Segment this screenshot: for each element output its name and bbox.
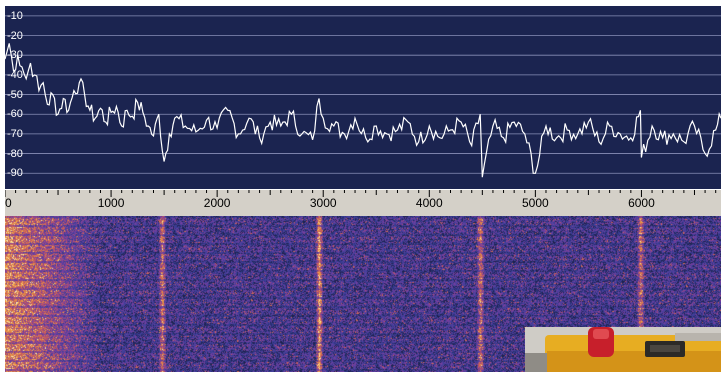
frequency-ruler-svg (5, 190, 717, 197)
spectrum-trace (5, 43, 721, 178)
y-tick-label: -10 (7, 9, 23, 22)
frequency-tick-label: 5000 (522, 196, 549, 210)
y-tick-label: -80 (7, 147, 23, 160)
frequency-tick-label: 6000 (628, 196, 655, 210)
spectrum-svg (5, 15, 721, 178)
window-left-edge (0, 0, 5, 372)
y-tick-label: -20 (7, 29, 23, 42)
y-tick-label: -30 (7, 49, 23, 62)
spectrum-plot[interactable]: -10 -20 -30 -40 -50 -60 -70 -80 -90 (5, 6, 721, 189)
y-tick-label: -40 (7, 68, 23, 81)
y-tick-label: -60 (7, 108, 23, 121)
frequency-tick-label: 1000 (97, 196, 125, 210)
y-tick-label: -90 (7, 167, 23, 180)
frequency-tick-label: 2000 (203, 196, 231, 210)
frequency-tick-label: 4000 (415, 196, 443, 210)
y-tick-label: -70 (7, 127, 23, 140)
photo-content (525, 327, 721, 372)
frequency-axis[interactable]: 0 1000 2000 3000 4000 5000 6000 (5, 189, 721, 218)
camera-photo-inset (525, 327, 721, 372)
frequency-tick-label: 0 (5, 196, 12, 210)
frequency-tick-label: 3000 (309, 196, 337, 210)
y-tick-label: -50 (7, 88, 23, 101)
